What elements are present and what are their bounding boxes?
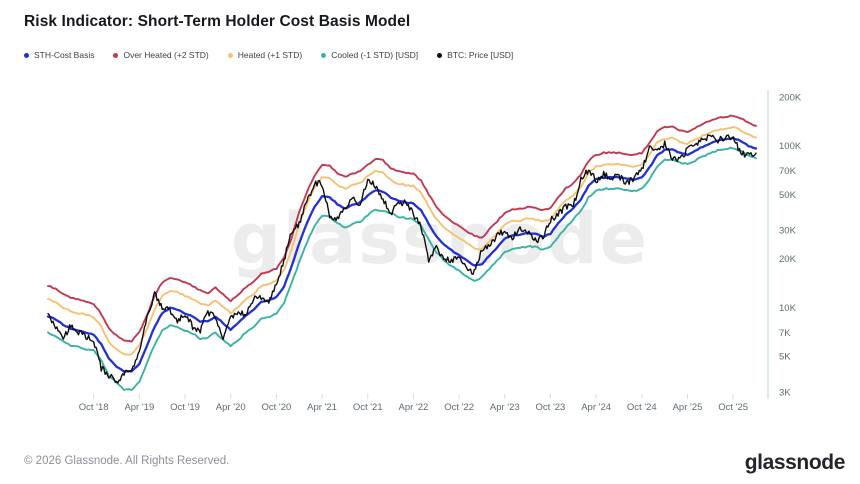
series-line-cooled-1-std-usd [47,146,757,391]
y-axis-label: 7K [779,328,791,339]
series-line-sth-cost-basis [46,136,758,373]
x-axis-label: Oct '18 [79,402,109,413]
x-axis-label: Apr '20 [216,402,246,413]
x-axis-label: Apr '23 [490,402,520,413]
legend: STH-Cost Basis Over Heated (+2 STD) Heated… [24,50,513,60]
legend-dot-icon [321,52,327,58]
y-axis-label: 20K [779,254,797,265]
x-axis-label: Apr '19 [124,402,154,413]
x-axis-label: Oct '22 [444,402,474,413]
x-axis-label: Oct '20 [261,402,291,413]
y-axis-label: 30K [779,226,797,237]
x-axis-label: Apr '25 [673,402,703,413]
legend-item-label: Heated (+1 STD) [237,50,303,60]
x-axis-label: Oct '19 [170,402,200,413]
legend-dot-icon [113,52,119,58]
y-axis-label: 70K [779,166,797,177]
legend-item-cooled-1-std-usd[interactable]: Cooled (-1 STD) [USD] [321,50,418,60]
x-axis-label: Apr '22 [399,402,429,413]
chart-canvas[interactable]: glassnode200K100K70K50K30K20K10K7K5K3KOc… [0,0,860,440]
legend-item-label: BTC: Price [USD] [447,50,514,60]
y-axis-label: 10K [779,303,797,314]
legend-item-over-heated-2-std[interactable]: Over Heated (+2 STD) [113,50,209,60]
legend-dot-icon [227,52,233,58]
y-axis-label: 200K [779,93,802,104]
copyright-text: © 2026 Glassnode. All Rights Reserved. [24,455,230,467]
x-axis-label: Oct '23 [536,402,566,413]
x-axis-label: Apr '21 [307,402,337,413]
x-axis-label: Apr '24 [581,402,611,413]
legend-item-label: Over Heated (+2 STD) [123,50,209,60]
legend-item-heated-1-std[interactable]: Heated (+1 STD) [227,50,303,60]
series-line-btc-price-usd [47,134,757,384]
glassnode-logo: glassnode [744,451,846,474]
x-axis-label: Oct '24 [627,402,657,413]
y-axis-label: 50K [779,190,797,201]
legend-item-label: Cooled (-1 STD) [USD] [331,50,419,60]
legend-dot-icon [24,52,29,58]
y-axis-label: 5K [779,352,791,363]
legend-item-sth-cost-basis[interactable]: STH-Cost Basis [24,50,94,60]
x-axis-label: Oct '21 [353,402,383,413]
x-axis-label: Oct '25 [718,402,748,413]
legend-item-btc-price-usd[interactable]: BTC: Price [USD] [437,50,513,60]
y-axis-label: 3K [779,387,791,398]
legend-item-label: STH-Cost Basis [34,50,95,60]
legend-dot-icon [437,52,443,58]
y-axis-label: 100K [779,141,802,152]
series-line-over-heated-2-std [47,114,757,343]
page-title: Risk Indicator: Short-Term Holder Cost B… [24,13,411,30]
series-line-heated-1-std [47,126,757,356]
